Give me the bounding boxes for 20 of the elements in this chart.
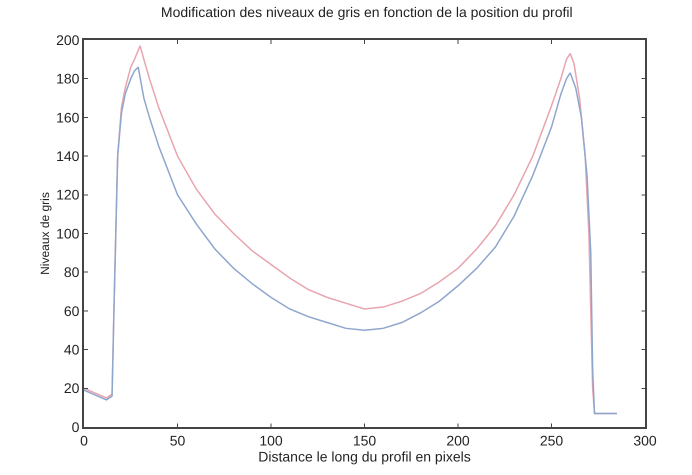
y-tick-label: 60 [64, 302, 80, 319]
x-tick-label: 200 [446, 432, 470, 449]
x-axis-title: Distance le long du profil en pixels [258, 448, 471, 465]
y-tick-label: 140 [56, 148, 80, 164]
chart-title: Modification des niveaux de gris en fonction de la position du profil [160, 4, 573, 20]
y-tick-label: 100 [56, 225, 80, 242]
x-tick-label: 50 [170, 432, 186, 449]
y-tick-label: 0 [72, 418, 80, 435]
x-tick-label: 150 [352, 432, 376, 449]
x-tick-label: 250 [540, 432, 564, 449]
y-tick-label: 200 [56, 32, 80, 48]
x-tick-label: 100 [259, 432, 283, 449]
y-tick-label: 20 [64, 380, 80, 396]
y-tick-label: 160 [56, 109, 80, 126]
y-axis-title: Niveaux de gris [38, 192, 52, 275]
y-tick-label: 120 [56, 186, 80, 203]
y-tick-label: 180 [56, 70, 80, 87]
y-tick-label: 40 [64, 342, 80, 358]
y-tick-label: 80 [64, 264, 80, 280]
x-tick-label: 300 [633, 432, 657, 449]
